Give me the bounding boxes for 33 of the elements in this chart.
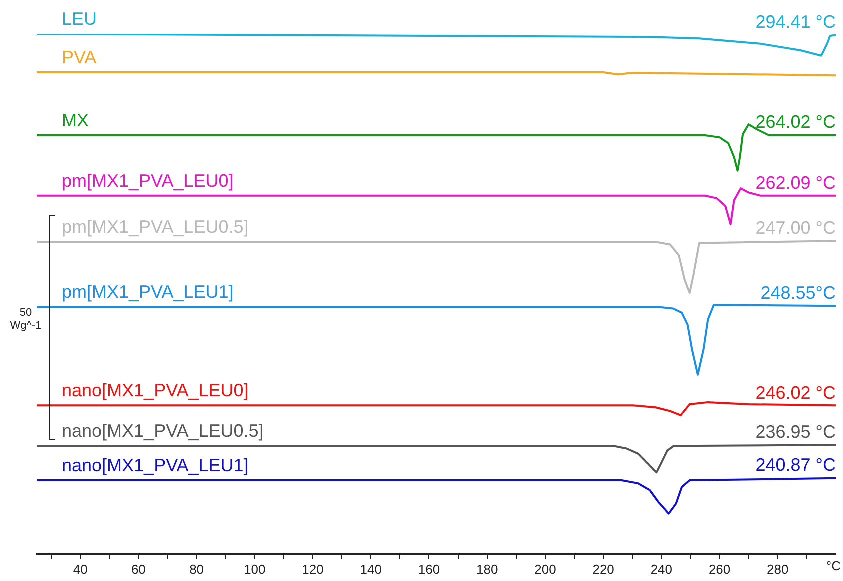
annotation: 248.55°C — [760, 283, 836, 304]
x-tick-label: 220 — [592, 562, 614, 577]
series-label: pm[MX1_PVA_LEU0.5] — [62, 217, 249, 238]
series-label: nano[MX1_PVA_LEU0] — [62, 380, 249, 401]
x-axis-title: °C — [826, 558, 841, 574]
x-tick-label: 100 — [244, 562, 266, 577]
x-tick-label: 260 — [708, 562, 731, 577]
x-tick-label: 140 — [360, 562, 382, 577]
x-tick-label: 180 — [476, 562, 498, 577]
text: 294.41 °C — [756, 12, 836, 32]
series-label: pm[MX1_PVA_LEU1] — [62, 282, 234, 302]
series-label: pm[MX1_PVA_LEU0] — [62, 170, 234, 191]
annotation: 247.00 °C — [756, 218, 836, 238]
series-label: PVA — [62, 47, 97, 68]
series-label: nano[MX1_PVA_LEU0.5] — [62, 421, 264, 442]
annotation: 236.95 °C — [756, 422, 836, 442]
x-tick-label: 200 — [534, 562, 556, 577]
x-tick-label: 80 — [190, 562, 204, 577]
annotation: 264.02 °C — [756, 112, 836, 132]
annotation: 262.09 °C — [756, 172, 836, 193]
annotation: 246.02 °C — [756, 382, 836, 403]
x-tick-label: 280 — [767, 562, 789, 577]
series-label: nano[MX1_PVA_LEU1] — [62, 455, 249, 476]
text: 50 — [18, 307, 34, 319]
annotation: 240.87 °C — [756, 455, 836, 476]
x-tick-label: 40 — [73, 562, 88, 577]
x-tick-label: 240 — [650, 562, 673, 577]
x-tick-label: 120 — [302, 562, 324, 577]
annotation: Wg^-1 — [9, 320, 43, 332]
series-label: LEU — [62, 8, 98, 29]
x-tick-label: 160 — [418, 562, 440, 577]
x-tick-label: 60 — [131, 562, 146, 577]
series-label: MX — [62, 110, 89, 130]
